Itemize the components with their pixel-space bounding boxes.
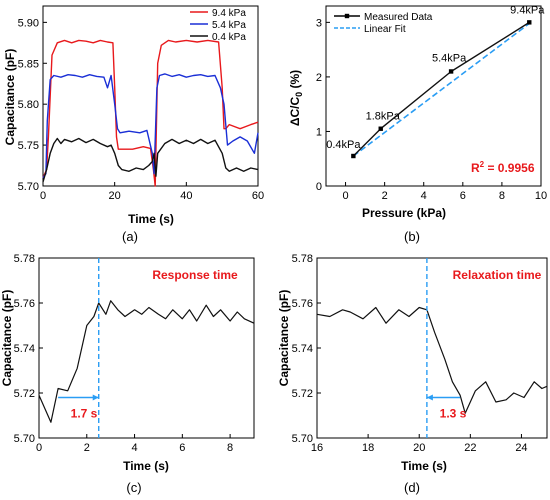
chart-b-relative-capacitance-vs-pressure: 0 2 4 6 8 10 0 1 2 3 0.4kPa 1.8kPa 5.4kPa 9.4kPa Measu…	[316, 4, 547, 202]
panel-label-a: (a)	[122, 229, 138, 244]
chart-d-title: Relaxation time	[453, 268, 542, 282]
chart-b-r-squared-label: R	[471, 161, 480, 175]
chart-b-x-tick-label: 0	[342, 190, 348, 202]
chart-a-x-tick-label: 0	[40, 190, 46, 202]
chart-a-y-tick-label: 5.80	[18, 99, 39, 111]
chart-b-x-tick-label: 2	[382, 190, 388, 202]
chart-d-x-tick-label: 18	[362, 442, 374, 454]
chart-c-x-tick-label: 4	[131, 442, 137, 454]
chart-b-r-squared: R2 = 0.9956	[471, 160, 535, 175]
chart-a-series-line	[42, 137, 259, 183]
chart-b-ylabel: ΔC/C0 (%)	[288, 70, 304, 126]
chart-d-arrow-head	[426, 394, 433, 401]
chart-c-y-tick-label: 5.78	[14, 253, 35, 265]
chart-d-x-tick-label: 24	[515, 442, 527, 454]
chart-a-y-tick-label: 5.90	[18, 17, 39, 29]
chart-c-series-line	[38, 300, 255, 423]
chart-b-r-squared-exponent: 2	[480, 160, 485, 169]
chart-a-y-tick-label: 5.85	[18, 58, 39, 70]
chart-d-ylabel: Capacitance (pF)	[277, 290, 291, 387]
chart-b-ylabel-main: ΔC/C	[288, 97, 302, 127]
chart-b-point-label: 5.4kPa	[432, 52, 467, 64]
chart-c-y-tick-label: 5.76	[14, 298, 35, 310]
chart-c-interval-label: 1.7 s	[71, 407, 98, 421]
chart-a-y-tick-label: 5.70	[18, 181, 39, 193]
chart-d-interval-label: 1.3 s	[440, 407, 467, 421]
chart-a-ylabel: Capacitance (pF)	[3, 49, 17, 146]
chart-a-legend-label: 0.4 kPa	[212, 32, 246, 43]
chart-c-arrow-head	[92, 394, 99, 401]
chart-c-y-tick-label: 5.74	[14, 343, 35, 355]
chart-c-y-tick-label: 5.70	[14, 433, 35, 445]
chart-d-x-tick-label: 20	[413, 442, 425, 454]
chart-b-linear-fit-line	[352, 22, 530, 157]
chart-a-x-tick-label: 60	[252, 190, 264, 202]
panel-label-d: (d)	[404, 480, 420, 495]
chart-d-xlabel: Time (s)	[401, 459, 447, 473]
chart-d-y-tick-label: 5.72	[292, 388, 313, 400]
chart-a-legend-label: 9.4 kPa	[212, 8, 246, 19]
chart-a-x-tick-label: 20	[109, 190, 121, 202]
chart-a-x-tick-label: 40	[180, 190, 192, 202]
chart-b-legend-marker	[344, 13, 350, 19]
chart-b-x-tick-label: 4	[421, 190, 427, 202]
chart-d-y-tick-label: 5.70	[292, 433, 313, 445]
chart-a-y-tick-label: 5.75	[18, 140, 39, 152]
chart-b-y-tick-label: 2	[316, 72, 322, 84]
chart-b-data-point	[378, 126, 383, 131]
chart-d-x-tick-label: 22	[464, 442, 476, 454]
chart-b-data-point	[448, 69, 454, 74]
chart-b-x-tick-label: 8	[499, 190, 505, 202]
chart-c-x-tick-label: 2	[84, 442, 90, 454]
chart-a-series-line	[42, 73, 259, 179]
chart-a-plot-frame	[42, 5, 259, 187]
chart-b-measured-line	[352, 21, 530, 157]
chart-b-plot-frame	[325, 5, 542, 187]
chart-b-ylabel-sub: 0	[294, 92, 304, 97]
chart-b-point-label: 9.4kPa	[510, 4, 545, 16]
chart-b-x-tick-label: 6	[460, 190, 466, 202]
chart-b-ylabel-unit: (%)	[288, 70, 302, 92]
chart-c-x-tick-label: 6	[179, 442, 185, 454]
chart-c-x-tick-label: 8	[227, 442, 233, 454]
chart-b-x-tick-label: 10	[535, 190, 547, 202]
chart-a-xlabel: Time (s)	[128, 212, 174, 226]
chart-b-point-label: 0.4kPa	[326, 139, 361, 151]
panel-label-b: (b)	[404, 229, 420, 244]
chart-b-data-point	[351, 153, 356, 159]
chart-b-legend-label: Measured Data	[364, 12, 433, 23]
chart-b-y-tick-label: 0	[316, 181, 322, 193]
panel-label-c: (c)	[126, 480, 141, 495]
chart-c-x-tick-label: 0	[36, 442, 42, 454]
chart-c-title: Response time	[152, 268, 238, 282]
chart-b-r-squared-value: = 0.9956	[484, 161, 535, 175]
chart-a-legend-label: 5.4 kPa	[212, 20, 246, 31]
chart-c-ylabel: Capacitance (pF)	[0, 290, 14, 387]
chart-b-data-point	[527, 20, 532, 25]
chart-c-y-tick-label: 5.72	[14, 388, 35, 400]
chart-b-y-tick-label: 1	[316, 126, 322, 138]
chart-d-y-tick-label: 5.76	[292, 298, 313, 310]
chart-d-series-line	[316, 306, 548, 414]
chart-d-relaxation-time: 16 18 20 22 24 5.70 5.72 5.74 5.76 5.78 1.3 s Relax…	[292, 253, 548, 454]
chart-d-x-tick-label: 16	[311, 442, 323, 454]
chart-c-response-time: 0 2 4 6 8 5.70 5.72 5.74 5.76 5.78 1.7 s Response t…	[14, 253, 255, 454]
chart-b-y-tick-label: 3	[316, 17, 322, 29]
chart-b-xlabel: Pressure (kPa)	[362, 206, 446, 220]
chart-d-plot-frame	[316, 257, 548, 439]
chart-d-y-tick-label: 5.74	[292, 343, 313, 355]
chart-b-legend-label: Linear Fit	[364, 24, 406, 35]
chart-d-y-tick-label: 5.78	[292, 253, 313, 265]
chart-b-point-label: 1.8kPa	[366, 111, 401, 123]
chart-c-xlabel: Time (s)	[123, 459, 169, 473]
